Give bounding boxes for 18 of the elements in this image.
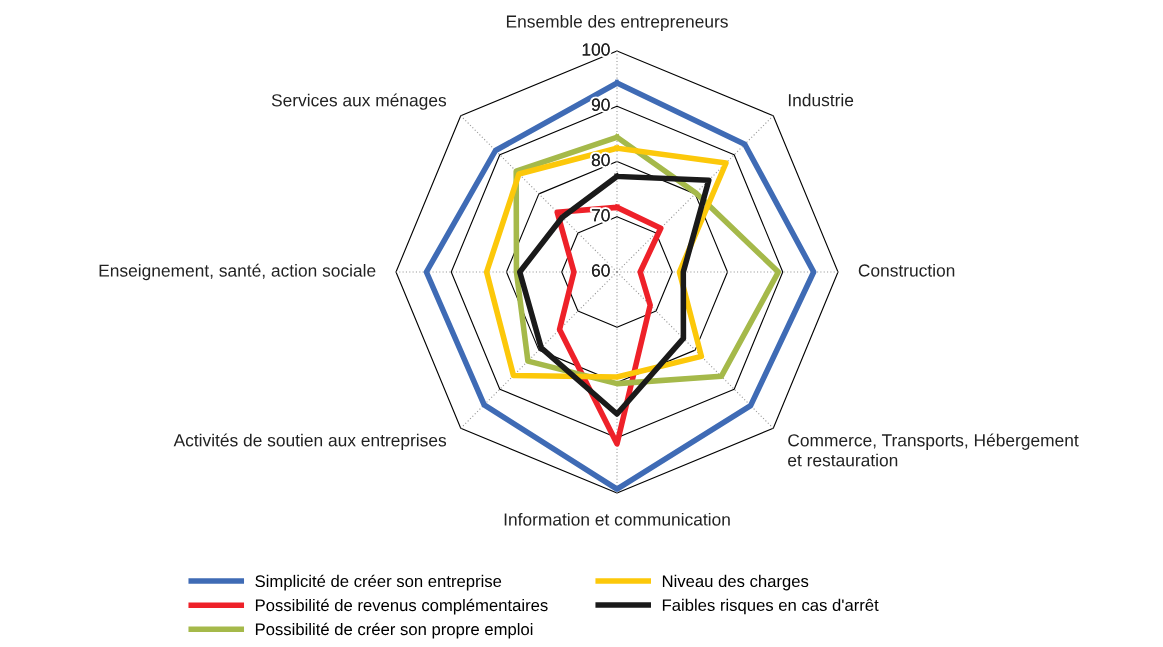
spoke-label: Construction (858, 263, 955, 277)
legend-label: Possibilité de revenus complémentaires (255, 598, 548, 615)
spoke-label: Industrie (788, 93, 854, 107)
spoke-label: Enseignement, santé, action sociale (99, 263, 376, 281)
spoke-label: Ensemble des entrepreneurs (506, 14, 728, 32)
legend-label: Possibilité de créer son propre emploi (255, 622, 533, 639)
legend-label: Faibles risques en cas d'arrêt (662, 598, 879, 615)
spoke-label: Services aux ménages (271, 93, 447, 110)
y-tick-label: 70 (591, 209, 610, 222)
spoke-label: Information et communication (504, 512, 730, 526)
y-tick-label: 90 (591, 98, 610, 111)
y-tick-label: 60 (591, 264, 610, 277)
legend-label: Niveau des charges (662, 574, 809, 591)
spoke-label: Activités de soutien aux entreprises (173, 433, 447, 450)
legend-label: Simplicité de créer son entreprise (255, 574, 502, 591)
y-tick-label: 80 (591, 153, 610, 167)
y-tick-label: 100 (582, 43, 610, 56)
spoke-label: Commerce, Transports, Hébergement et restauration (788, 433, 1079, 467)
